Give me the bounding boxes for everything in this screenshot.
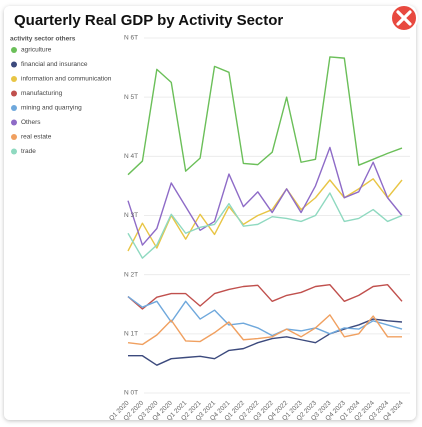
legend-marker — [11, 148, 17, 155]
legend-label: mining and quarrying — [21, 105, 82, 112]
legend-marker — [11, 119, 17, 126]
close-button[interactable] — [390, 4, 418, 32]
grid — [144, 37, 410, 394]
y-tick-label: N 5T — [124, 94, 138, 101]
y-tick-label: N 1T — [124, 331, 138, 338]
chart-title: Quarterly Real GDP by Activity Sector — [14, 12, 283, 29]
legend-marker — [11, 90, 17, 97]
legend-marker — [11, 105, 17, 111]
series-line — [127, 178, 403, 252]
legend-marker — [11, 134, 17, 140]
series-line — [127, 284, 403, 310]
series-line — [127, 314, 402, 346]
legend-marker — [11, 76, 17, 82]
series-line — [127, 146, 403, 246]
legend-marker — [11, 47, 17, 53]
series-line — [127, 56, 403, 176]
legend-label: information and communication — [21, 76, 112, 83]
legend-label: agriculture — [21, 47, 52, 54]
series-line — [127, 295, 403, 337]
y-tick-label: N 2T — [124, 271, 138, 278]
legend-marker — [11, 61, 17, 68]
legend-label: manufacturing — [21, 90, 63, 97]
card — [4, 6, 416, 420]
y-tick-label: N 6T — [124, 35, 138, 42]
y-tick-label: N 0T — [124, 390, 138, 397]
series-line — [128, 318, 403, 366]
legend-label: trade — [21, 148, 36, 155]
legend-title: activity sector others — [10, 36, 76, 43]
lines — [127, 56, 403, 366]
legend: agriculture financial and insurance inform… — [11, 47, 112, 155]
y-tick-label: N 4T — [124, 153, 138, 160]
legend-label: Others — [21, 119, 41, 126]
legend-label: real estate — [21, 134, 52, 141]
series-line — [127, 192, 403, 259]
y-tick-label: N 3T — [124, 212, 138, 219]
legend-label: financial and insurance — [21, 61, 88, 68]
